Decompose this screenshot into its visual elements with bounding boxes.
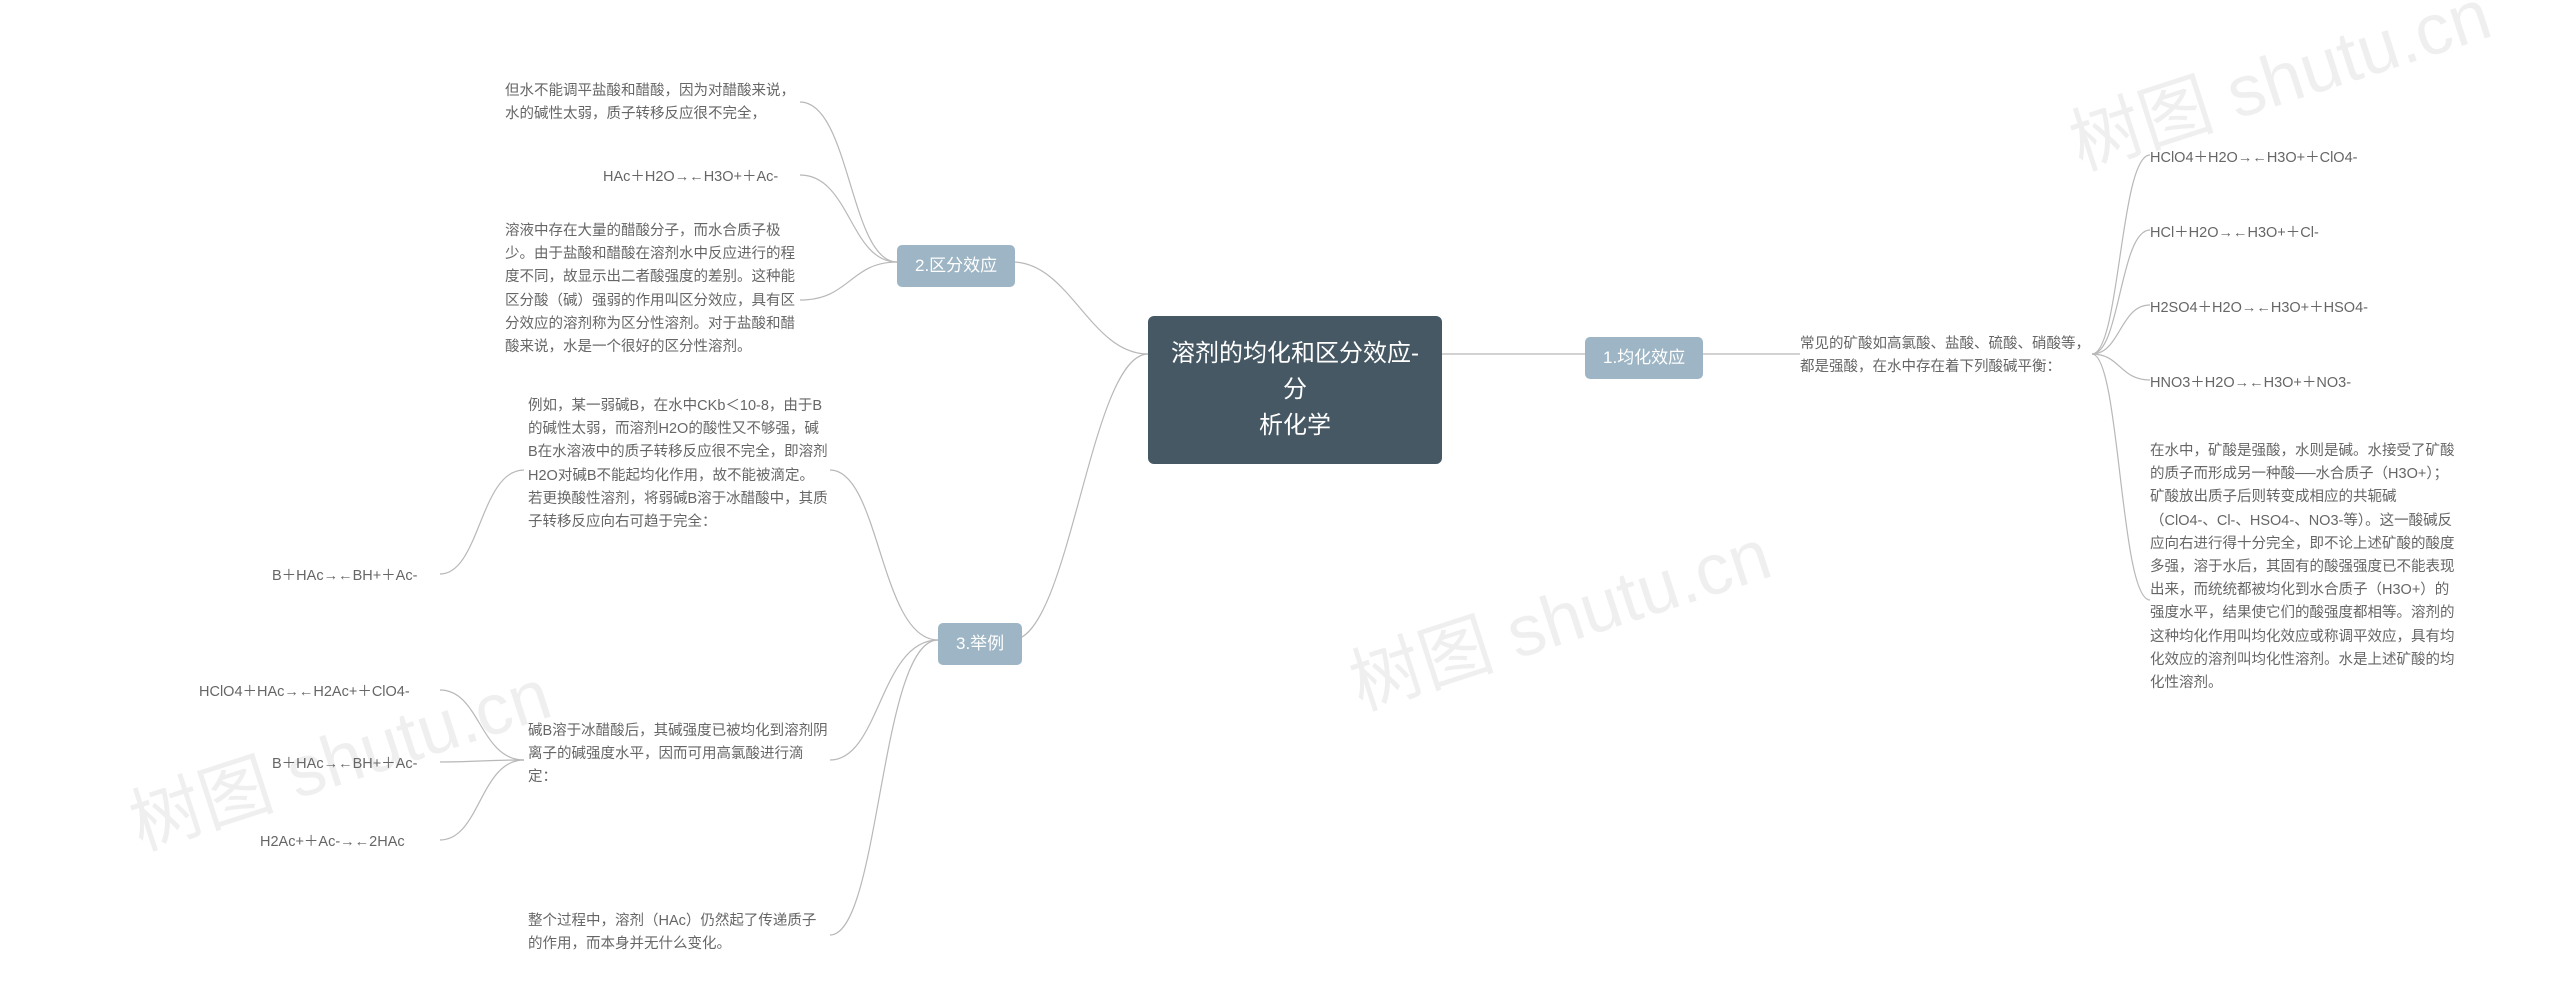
node1-paragraph: 在水中，矿酸是强酸，水则是碱。水接受了矿酸的质子而形成另一种酸──水合质子（H3… — [2150, 440, 2455, 695]
node3-eq4: H2Ac+＋Ac-→←2HAc — [260, 831, 405, 854]
node2-label: 2.区分效应 — [915, 256, 997, 275]
node-differentiating-effect[interactable]: 2.区分效应 — [897, 245, 1015, 287]
node3-label: 3.举例 — [956, 634, 1004, 653]
node1-label: 1.均化效应 — [1603, 348, 1685, 367]
node1-eq1: HClO4＋H2O→←H3O+＋ClO4- — [2150, 147, 2357, 170]
node1-eq3: H2SO4＋H2O→←H3O+＋HSO4- — [2150, 297, 2368, 320]
node3-para1: 例如，某一弱碱B，在水中CKb＜10-8，由于B的碱性太弱，而溶剂H2O的酸性又… — [528, 395, 828, 534]
center-title-line2: 析化学 — [1259, 412, 1331, 439]
node1-desc: 常见的矿酸如高氯酸、盐酸、硫酸、硝酸等，都是强酸，在水中存在着下列酸碱平衡： — [1800, 333, 2092, 379]
node2-para2: 溶液中存在大量的醋酸分子，而水合质子极少。由于盐酸和醋酸在溶剂水中反应进行的程度… — [505, 220, 805, 359]
watermark-2: 树图 shutu.cn — [1334, 495, 1781, 730]
center-node[interactable]: 溶剂的均化和区分效应-分 析化学 — [1148, 316, 1442, 464]
node3-eq2: HClO4＋HAc→←H2Ac+＋ClO4- — [199, 681, 410, 704]
node1-eq4: HNO3＋H2O→←H3O+＋NO3- — [2150, 372, 2351, 395]
node-leveling-effect[interactable]: 1.均化效应 — [1585, 337, 1703, 379]
node3-eq3: B＋HAc→←BH+＋Ac- — [272, 753, 417, 776]
node1-eq2: HCl＋H2O→←H3O+＋Cl- — [2150, 222, 2319, 245]
node3-para2: 碱B溶于冰醋酸后，其碱强度已被均化到溶剂阴离子的碱强度水平，因而可用高氯酸进行滴… — [528, 720, 828, 790]
node3-eq1: B＋HAc→←BH+＋Ac- — [272, 565, 417, 588]
node2-eq: HAc＋H2O→←H3O+＋Ac- — [603, 166, 778, 189]
node3-para3: 整个过程中，溶剂（HAc）仍然起了传递质子的作用，而本身并无什么变化。 — [528, 910, 828, 956]
node2-para1: 但水不能调平盐酸和醋酸，因为对醋酸来说，水的碱性太弱，质子转移反应很不完全， — [505, 80, 805, 126]
node-example[interactable]: 3.举例 — [938, 623, 1022, 665]
center-title-line1: 溶剂的均化和区分效应-分 — [1171, 340, 1419, 403]
